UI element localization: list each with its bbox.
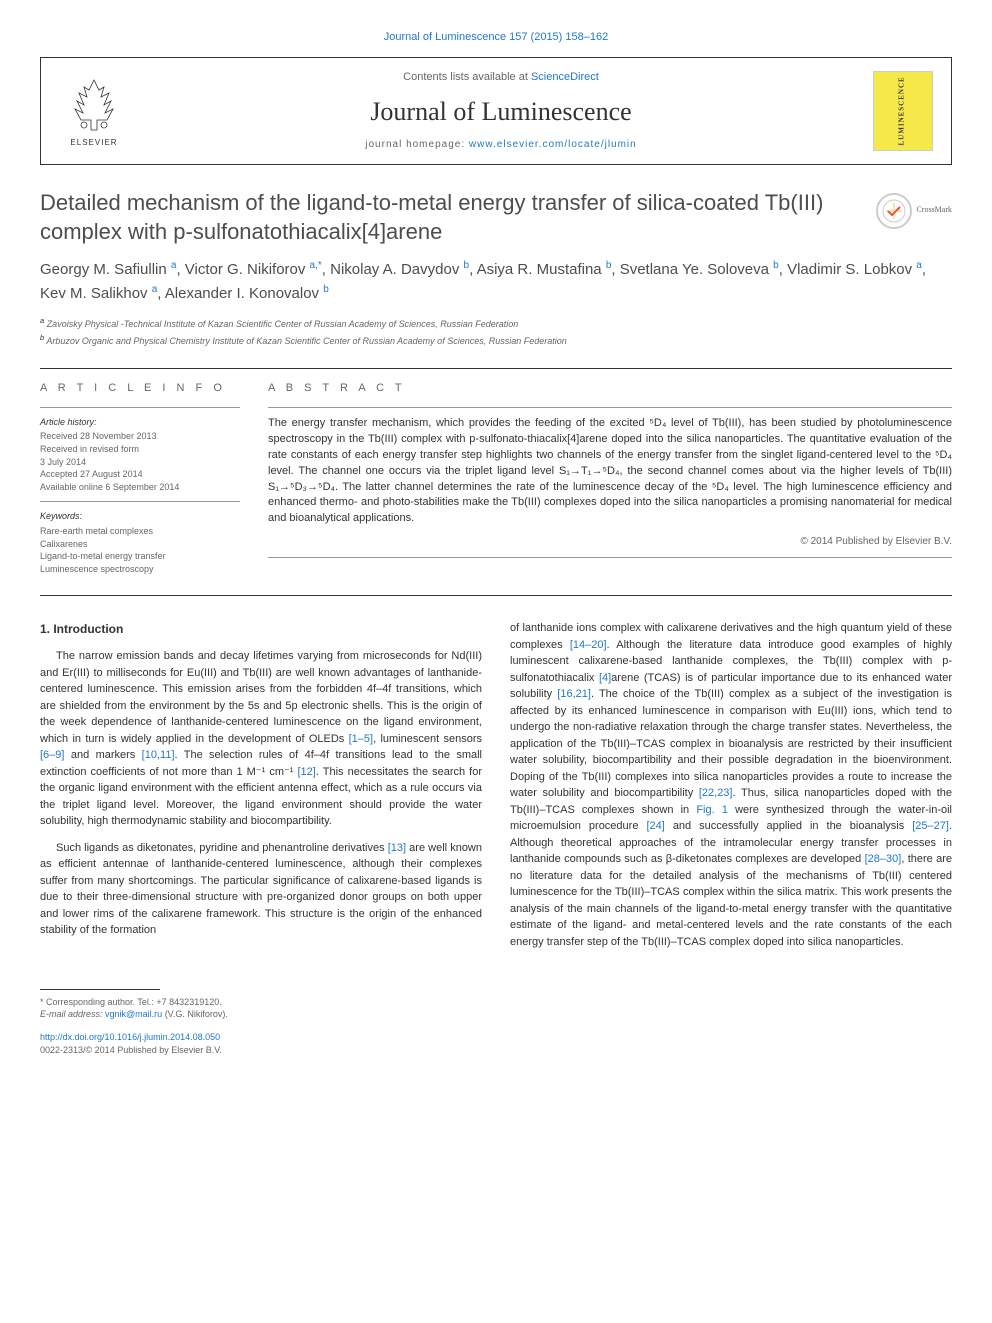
body-columns: 1. Introduction The narrow emission band… xyxy=(40,620,952,1056)
sciencedirect-link[interactable]: ScienceDirect xyxy=(531,71,599,83)
section-heading: 1. Introduction xyxy=(40,620,482,638)
info-divider xyxy=(40,501,240,502)
affiliations: a Zavoisky Physical -Technical Institute… xyxy=(40,315,952,348)
body-column-left: 1. Introduction The narrow emission band… xyxy=(40,620,482,1056)
cover-label: LUMINESCENCE xyxy=(898,77,908,146)
header-center: Contents lists available at ScienceDirec… xyxy=(129,70,873,152)
keywords-label: Keywords: xyxy=(40,510,240,523)
footnotes: * Corresponding author. Tel.: +7 8432319… xyxy=(40,989,482,1056)
abstract-label: A B S T R A C T xyxy=(268,381,952,396)
reference-link[interactable]: [24] xyxy=(646,820,664,832)
reference-link[interactable]: Fig. 1 xyxy=(696,804,728,816)
homepage-link[interactable]: www.elsevier.com/locate/jlumin xyxy=(469,139,637,150)
history-item: 3 July 2014 xyxy=(40,456,240,469)
history-item: Accepted 27 August 2014 xyxy=(40,468,240,481)
reference-link[interactable]: [12] xyxy=(298,766,316,778)
reference-link[interactable]: [10,11] xyxy=(142,749,175,761)
elsevier-label: ELSEVIER xyxy=(70,137,117,148)
body-paragraph: The narrow emission bands and decay life… xyxy=(40,648,482,830)
article-info-column: A R T I C L E I N F O Article history: R… xyxy=(40,381,240,575)
reference-link[interactable]: [13] xyxy=(388,842,406,854)
reference-link[interactable]: [25–27] xyxy=(912,820,949,832)
doi-link[interactable]: http://dx.doi.org/10.1016/j.jlumin.2014.… xyxy=(40,1031,482,1044)
crossmark-badge[interactable]: CrossMark xyxy=(864,189,952,229)
info-divider xyxy=(40,407,240,408)
divider xyxy=(40,595,952,596)
reference-link[interactable]: [22,23] xyxy=(699,787,733,799)
divider xyxy=(40,368,952,369)
history-label: Article history: xyxy=(40,416,240,429)
abstract-copyright: © 2014 Published by Elsevier B.V. xyxy=(268,535,952,549)
abstract-divider-bottom xyxy=(268,557,952,558)
abstract-text: The energy transfer mechanism, which pro… xyxy=(268,416,952,528)
body-paragraph: Such ligands as diketonates, pyridine an… xyxy=(40,840,482,939)
title-row: Detailed mechanism of the ligand-to-meta… xyxy=(40,189,952,246)
page-header-citation[interactable]: Journal of Luminescence 157 (2015) 158–1… xyxy=(40,30,952,45)
keyword: Luminescence spectroscopy xyxy=(40,563,240,576)
affiliation-a: a Zavoisky Physical -Technical Institute… xyxy=(40,315,952,332)
elsevier-logo[interactable]: ELSEVIER xyxy=(59,71,129,151)
crossmark-label: CrossMark xyxy=(916,204,952,215)
journal-name: Journal of Luminescence xyxy=(129,94,873,130)
authors-list: Georgy M. Safiullin a, Victor G. Nikifor… xyxy=(40,258,952,305)
homepage-prefix: journal homepage: xyxy=(365,139,469,150)
reference-link[interactable]: [4] xyxy=(599,672,611,684)
journal-header: ELSEVIER Contents lists available at Sci… xyxy=(40,57,952,165)
info-abstract-row: A R T I C L E I N F O Article history: R… xyxy=(40,381,952,575)
crossmark-icon xyxy=(882,199,906,223)
keyword: Rare-earth metal complexes xyxy=(40,525,240,538)
body-paragraph: of lanthanide ions complex with calixare… xyxy=(510,620,952,950)
abstract-column: A B S T R A C T The energy transfer mech… xyxy=(268,381,952,575)
elsevier-tree-icon xyxy=(69,75,119,135)
history-item: Received 28 November 2013 xyxy=(40,430,240,443)
footnote-divider xyxy=(40,989,160,990)
keyword: Ligand-to-metal energy transfer xyxy=(40,550,240,563)
history-item: Available online 6 September 2014 xyxy=(40,481,240,494)
reference-link[interactable]: [6–9] xyxy=(40,749,64,761)
contents-prefix: Contents lists available at xyxy=(403,71,531,83)
affiliation-b: b Arbuzov Organic and Physical Chemistry… xyxy=(40,332,952,349)
reference-link[interactable]: [14–20] xyxy=(570,639,607,651)
reference-link[interactable]: [16,21] xyxy=(557,688,591,700)
abstract-divider xyxy=(268,407,952,408)
issn-line: 0022-2313/© 2014 Published by Elsevier B… xyxy=(40,1044,482,1057)
reference-link[interactable]: [1–5] xyxy=(349,733,373,745)
corresponding-author: * Corresponding author. Tel.: +7 8432319… xyxy=(40,996,482,1009)
contents-line: Contents lists available at ScienceDirec… xyxy=(129,70,873,85)
email-link[interactable]: vgnik@mail.ru xyxy=(105,1009,162,1019)
homepage-line: journal homepage: www.elsevier.com/locat… xyxy=(129,138,873,152)
article-info-label: A R T I C L E I N F O xyxy=(40,381,240,396)
keyword: Calixarenes xyxy=(40,538,240,551)
journal-cover-thumbnail[interactable]: LUMINESCENCE xyxy=(873,71,933,151)
history-item: Received in revised form xyxy=(40,443,240,456)
reference-link[interactable]: [28–30] xyxy=(865,853,902,865)
email-line: E-mail address: vgnik@mail.ru (V.G. Niki… xyxy=(40,1008,482,1021)
article-title: Detailed mechanism of the ligand-to-meta… xyxy=(40,189,864,246)
body-column-right: of lanthanide ions complex with calixare… xyxy=(510,620,952,1056)
